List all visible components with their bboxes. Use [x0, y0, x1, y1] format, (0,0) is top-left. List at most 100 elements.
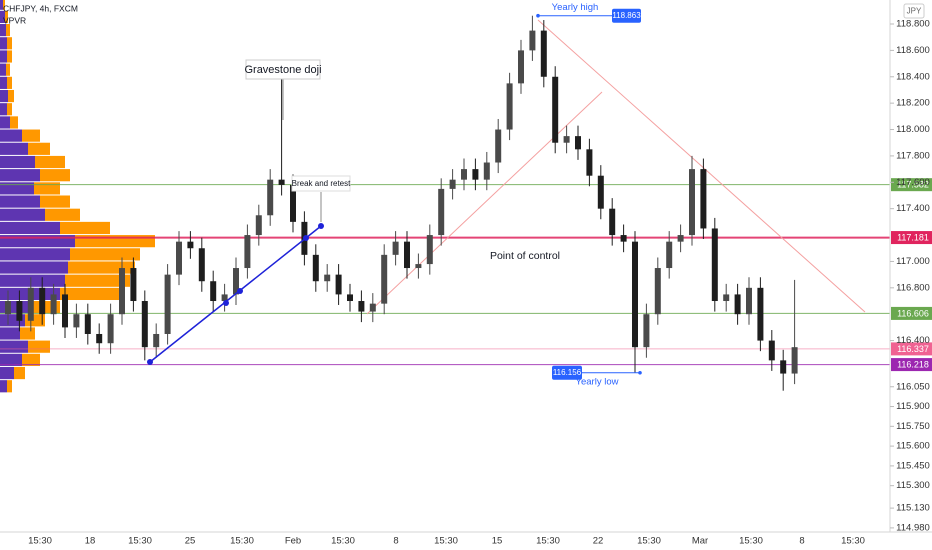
volume-sell — [3, 0, 5, 10]
y-tick-label: 115.300 — [896, 480, 930, 491]
candle-body — [757, 287, 764, 341]
doji-callout: Gravestone doji — [244, 59, 322, 120]
candle-body — [506, 83, 513, 130]
volume-sell — [34, 182, 60, 195]
x-tick-label: 15:30 — [434, 536, 458, 547]
volume-buy — [0, 142, 28, 155]
yearly-low-label: Yearly low — [576, 376, 619, 387]
candle-body — [677, 235, 684, 242]
level-label-box — [891, 306, 932, 320]
level-label: 117.181 — [897, 232, 929, 242]
x-tick-label: 15:30 — [331, 536, 355, 547]
candle-body — [575, 136, 581, 150]
y-tick-label: 115.450 — [896, 460, 930, 471]
volume-sell — [70, 248, 140, 261]
volume-buy — [0, 366, 14, 380]
volume-sell — [22, 129, 40, 142]
yearly-low-value: 116.156 — [553, 368, 582, 377]
volume-sell — [40, 195, 70, 208]
candle-body — [518, 50, 524, 84]
x-tick-label: 15:30 — [536, 536, 560, 547]
candle-body — [495, 129, 502, 163]
level-label-box — [891, 342, 932, 356]
candle-body — [27, 287, 34, 321]
candle-body — [734, 294, 741, 315]
candle-body — [369, 303, 376, 312]
y-tick-label: 117.600 — [896, 177, 930, 188]
volume-buy — [0, 380, 7, 393]
volume-buy — [0, 274, 65, 287]
y-tick-label: 118.200 — [896, 98, 930, 109]
volume-sell — [40, 169, 70, 182]
y-tick-label: 115.600 — [896, 441, 930, 452]
volume-buy — [0, 129, 22, 142]
candle-body — [392, 241, 399, 255]
candle-body — [438, 188, 445, 236]
volume-sell — [10, 116, 18, 129]
x-tick-label: Mar — [692, 536, 708, 547]
candle-body — [609, 208, 616, 236]
candle-body — [358, 301, 365, 312]
anchor — [237, 288, 243, 294]
volume-buy — [0, 195, 40, 208]
candle-body — [176, 241, 182, 275]
x-tick-label: 15 — [492, 536, 503, 547]
anchor — [147, 359, 153, 365]
x-tick-label: 15:30 — [230, 536, 254, 547]
candle-body — [472, 169, 479, 180]
candle-body — [711, 228, 718, 302]
callout-text: Gravestone doji — [244, 64, 321, 76]
currency: JPY — [907, 7, 922, 16]
candle-body — [335, 274, 342, 295]
retest-callout: Break and retest — [291, 175, 351, 222]
volume-buy — [0, 50, 7, 63]
candle-body — [187, 241, 194, 249]
candle-body — [221, 294, 228, 302]
volume-sell — [60, 287, 120, 301]
candle-body — [552, 76, 559, 143]
price-axis — [890, 0, 932, 550]
y-tick-label: 116.800 — [896, 282, 930, 293]
candle-body — [780, 360, 787, 374]
volume-sell — [7, 380, 12, 393]
volume-buy — [0, 24, 6, 37]
candle-body — [689, 169, 695, 236]
candles — [5, 15, 798, 391]
anchor — [318, 223, 324, 229]
volume-sell — [68, 261, 135, 274]
candle-body — [324, 274, 331, 282]
x-tick-label: 15:30 — [128, 536, 152, 547]
anchor — [223, 300, 229, 306]
candle-body — [267, 179, 274, 216]
y-tick-label: 117.000 — [896, 256, 930, 267]
candle-body — [620, 235, 627, 242]
trend-line — [366, 91, 603, 315]
indicator-name: VPVR — [3, 15, 26, 25]
volume-buy — [0, 103, 7, 116]
poc-text: Point of control — [490, 250, 560, 262]
level-label-box — [891, 231, 932, 245]
candle-body — [107, 314, 114, 344]
volume-sell — [5, 10, 8, 24]
yearly-high-box — [612, 8, 641, 23]
volume-sell — [7, 76, 12, 89]
y-tick-label: 117.800 — [896, 150, 930, 161]
level-label-box — [891, 358, 932, 372]
candle-body — [130, 268, 137, 302]
level-label: 117.582 — [897, 180, 929, 190]
trend-line — [149, 225, 322, 363]
volume-buy — [0, 63, 6, 76]
volume-sell — [7, 103, 12, 116]
candle-body — [312, 254, 319, 282]
candle-body — [404, 241, 410, 269]
y-tick-label: 118.400 — [896, 71, 930, 82]
volume-sell — [6, 63, 10, 76]
candle-body — [210, 281, 217, 302]
volume-sell — [8, 89, 14, 103]
volume-sell — [7, 37, 12, 50]
volume-buy — [0, 10, 5, 24]
volume-buy — [0, 221, 60, 235]
candle-body — [381, 254, 388, 304]
volume-buy — [0, 327, 20, 340]
